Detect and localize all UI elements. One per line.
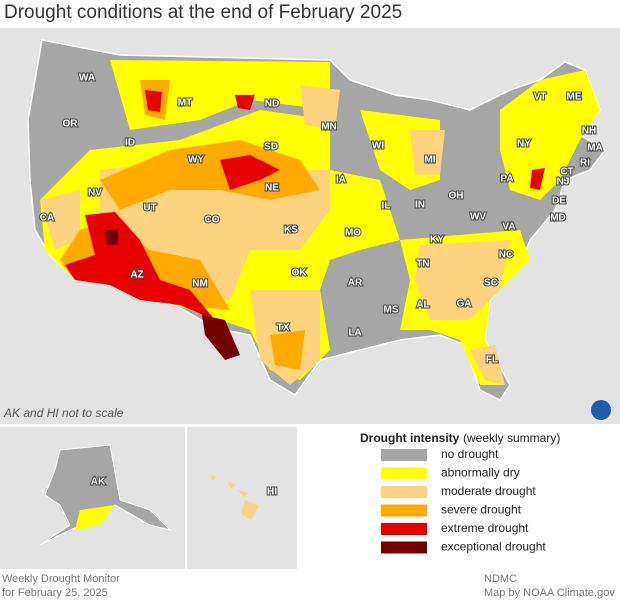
alaska-label: AK [91, 477, 106, 488]
state-label: NE [265, 183, 279, 194]
state-label: AL [416, 300, 429, 311]
state-label: SC [484, 278, 498, 289]
legend-panel [299, 427, 620, 569]
state-label: GA [457, 299, 472, 310]
title: Drought conditions at the end of Februar… [4, 2, 402, 23]
drought-area [300, 85, 340, 130]
state-label: ND [265, 99, 279, 110]
drought-area [75, 505, 115, 530]
state-label: VT [534, 92, 547, 103]
state-label: TX [277, 323, 290, 334]
footer-right: NDMC [484, 573, 517, 585]
state-label: NH [582, 126, 596, 137]
legend: Drought intensity (weekly summary) no dr… [360, 431, 560, 554]
legend-swatch [381, 504, 427, 517]
hawaii-label: HI [267, 487, 277, 498]
state-label: KS [284, 225, 298, 236]
state-label: DE [552, 196, 566, 207]
drought-area [105, 230, 118, 245]
legend-swatch [381, 541, 427, 554]
drought-area [100, 140, 320, 210]
state-label: NJ [557, 177, 570, 188]
state-label: MA [587, 143, 603, 154]
drought-area [220, 155, 280, 190]
state-label: NV [88, 188, 102, 199]
hawaii [210, 475, 259, 520]
state-label: WA [79, 73, 95, 84]
state-label: SD [264, 142, 278, 153]
legend-label: severe drought [441, 503, 522, 517]
drought-area [65, 212, 215, 320]
legend-swatch [381, 486, 427, 498]
state-label: MD [550, 213, 566, 224]
legend-swatch [381, 449, 427, 461]
state-label: IL [382, 201, 391, 212]
state-label: MT [178, 98, 192, 109]
hawaii-inset [187, 427, 297, 569]
drought-area [410, 130, 445, 175]
legend-swatch [381, 523, 427, 535]
state-label: IA [336, 175, 346, 186]
state-label: MO [345, 228, 361, 239]
state-label: CT [560, 167, 573, 178]
state-label: OR [63, 119, 79, 130]
state-label: OH [449, 191, 464, 202]
state-label: CO [205, 215, 220, 226]
legend-swatch [381, 467, 427, 480]
state-label: AZ [130, 270, 143, 281]
state-label: UT [143, 203, 156, 214]
state-label: MS [384, 305, 399, 316]
legend-subtitle: (weekly summary) [463, 431, 560, 445]
state-label: WI [372, 141, 384, 152]
state-label: KY [430, 235, 444, 246]
drought-area [270, 330, 305, 370]
state-label: FL [486, 355, 498, 366]
state-label: TN [416, 259, 429, 270]
state-labels: WA OR CA NV ID MT WY UT AZ CO NM ND SD NE KS OK TX MN IA MO… [39, 72, 604, 367]
drought-area [470, 345, 505, 385]
scale-note: AK and HI not to scale [3, 406, 124, 420]
state-label: WV [470, 212, 486, 223]
state-label: WY [188, 155, 204, 166]
drought-area [415, 240, 510, 320]
state-label: ME [567, 92, 582, 103]
drought-area [500, 70, 600, 200]
state-label: MI [424, 155, 435, 166]
state-label: MN [321, 122, 337, 133]
legend-label: exceptional drought [441, 540, 546, 554]
footer-left: Weekly Drought Monitor [2, 573, 120, 585]
state-label: AR [348, 278, 363, 289]
footer-right: Map by NOAA Climate.gov [484, 587, 615, 599]
state-label: VA [502, 222, 515, 233]
legend-label: extreme drought [441, 521, 529, 535]
drought-area [202, 315, 240, 360]
drought-area [145, 90, 162, 112]
state-label: OK [292, 268, 308, 279]
conus [27, 39, 607, 401]
state-label: RI [580, 158, 590, 169]
drought-area [40, 190, 80, 250]
legend-title: Drought intensity [360, 431, 460, 445]
state-label: PA [500, 174, 513, 185]
footer-left: for February 25, 2025 [2, 587, 108, 599]
state-label: LA [348, 328, 361, 339]
state-label: CA [40, 213, 54, 224]
legend-label: moderate drought [441, 484, 536, 498]
noaa-logo [591, 400, 611, 420]
drought-area [235, 95, 255, 110]
state-label: NY [517, 139, 531, 150]
drought-area [530, 168, 545, 190]
state-label: NM [192, 279, 208, 290]
state-label: NC [499, 250, 513, 261]
legend-label: no drought [441, 447, 499, 461]
legend-label: abnormally dry [441, 466, 520, 480]
state-label: IN [415, 200, 425, 211]
state-label: ID [125, 138, 135, 149]
